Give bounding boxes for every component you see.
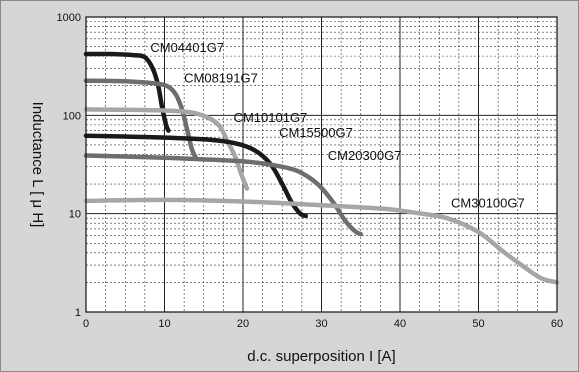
- plot-border: [85, 16, 558, 313]
- series-label-cm30100g7: CM30100G7: [451, 196, 525, 211]
- y-tick-label: 1000: [57, 12, 81, 24]
- series-line-cm15500g7: [83, 133, 309, 219]
- y-axis-title: Inductance L [ μ H]: [29, 102, 46, 228]
- series-layer: [83, 51, 560, 285]
- x-tick-label: 0: [83, 318, 89, 330]
- series-line-cm30100g7: [83, 197, 560, 285]
- x-tick-label: 20: [237, 318, 249, 330]
- series-label-cm08191g7: CM08191G7: [184, 71, 258, 86]
- x-tick-label: 60: [551, 318, 563, 330]
- x-axis-title: d.c. superposition I [A]: [247, 348, 395, 365]
- x-tick-label: 30: [315, 318, 327, 330]
- series-line-cm10101g7: [83, 107, 250, 191]
- series-label-cm15500g7: CM15500G7: [279, 125, 353, 140]
- y-tick-label: 10: [69, 209, 81, 221]
- x-tick-label: 50: [472, 318, 484, 330]
- series-label-cm10101g7: CM10101G7: [234, 110, 308, 125]
- series-line-cm20300g7: [83, 153, 364, 237]
- y-tick-label: 100: [63, 110, 81, 122]
- y-tick-labels: 1 10 100 1000: [57, 12, 81, 319]
- y-tick-label: 1: [75, 307, 81, 319]
- x-tick-label: 10: [158, 318, 170, 330]
- x-tick-label: 40: [394, 318, 406, 330]
- series-line-cm08191g7: [83, 78, 199, 161]
- series-label-cm20300g7: CM20300G7: [328, 148, 402, 163]
- x-tick-labels: 0 10 20 30 40 50 60: [83, 318, 563, 330]
- series-label-cm04401g7: CM04401G7: [150, 40, 224, 55]
- series-line-cm04401g7: [83, 51, 171, 133]
